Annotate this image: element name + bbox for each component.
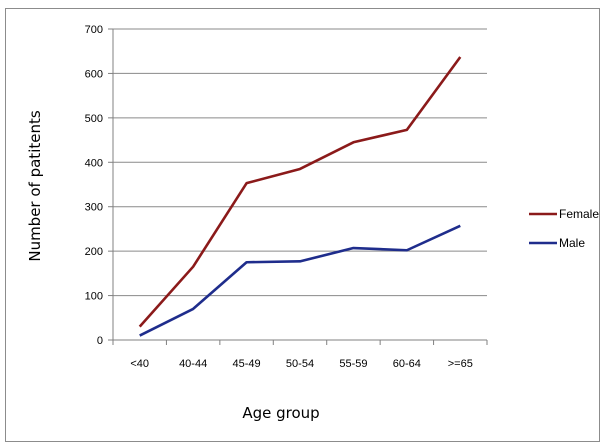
x-tick-label: 45-49 (233, 358, 261, 370)
x-axis-ticks: <40 40-44 45-49 50-54 55-59 60-64 >=65 (130, 358, 472, 370)
legend-label-female: Female (559, 207, 599, 221)
x-tick-label: 50-54 (286, 358, 314, 370)
y-tick-label: 100 (85, 291, 103, 303)
series-line-male (139, 224, 461, 337)
x-tick-label: >=65 (448, 358, 473, 370)
x-axis-title: Age group (242, 404, 319, 422)
series-line-female (138, 56, 462, 328)
x-tick-label: 60-64 (393, 358, 421, 370)
x-tick-label: 55-59 (339, 358, 367, 370)
grid-lines (108, 28, 488, 345)
y-tick-label: 500 (85, 113, 103, 125)
y-tick-label: 200 (85, 246, 103, 258)
y-tick-label: 600 (85, 68, 103, 80)
x-tick-label: <40 (130, 358, 149, 370)
chart-frame (5, 8, 600, 442)
series-group (138, 56, 462, 337)
legend: Female Male (529, 207, 599, 250)
y-tick-label: 0 (97, 335, 103, 347)
y-axis-title: Number of patitents (26, 110, 44, 262)
y-axis-ticks: 0 100 200 300 400 500 600 700 (85, 24, 103, 347)
y-tick-label: 300 (85, 202, 103, 214)
y-tick-label: 400 (85, 157, 103, 169)
legend-label-male: Male (559, 236, 585, 250)
x-tick-label: 40-44 (179, 358, 207, 370)
y-tick-label: 700 (85, 24, 103, 36)
